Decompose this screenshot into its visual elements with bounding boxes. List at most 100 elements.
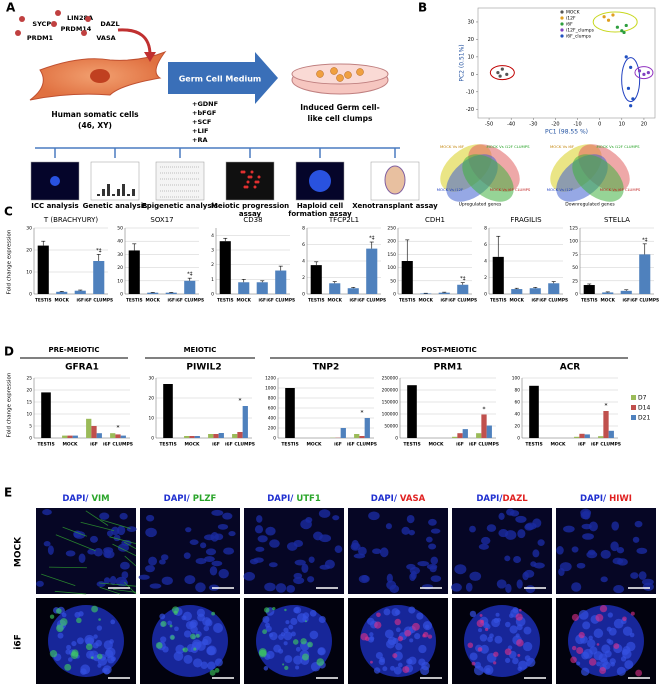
nucleus bbox=[428, 543, 437, 550]
bar bbox=[189, 436, 195, 438]
nucleus bbox=[611, 521, 620, 531]
marker-signal bbox=[170, 635, 175, 640]
nucleus bbox=[148, 556, 158, 566]
pca-point bbox=[498, 74, 502, 78]
bar bbox=[213, 434, 219, 438]
y-tick-label: 4 bbox=[484, 259, 487, 265]
medium-arrow bbox=[168, 52, 278, 104]
nucleus bbox=[301, 563, 309, 574]
nucleus bbox=[634, 520, 643, 528]
venn-set bbox=[462, 154, 514, 202]
nucleus bbox=[361, 575, 369, 582]
marker-signal bbox=[588, 658, 597, 666]
legend-label: i12F bbox=[566, 16, 576, 22]
mini-bar bbox=[127, 194, 130, 196]
bar bbox=[420, 293, 432, 294]
marker-signal bbox=[479, 613, 483, 617]
nucleus bbox=[576, 661, 581, 666]
nucleus bbox=[576, 562, 586, 569]
y-tick-label: 5 bbox=[29, 424, 32, 430]
significance: *‡ bbox=[642, 237, 648, 243]
nucleus bbox=[409, 638, 414, 643]
nucleus bbox=[269, 631, 278, 641]
nucleus bbox=[117, 525, 126, 536]
pca-point bbox=[620, 29, 624, 33]
bar bbox=[165, 292, 177, 294]
nucleus bbox=[286, 584, 296, 593]
legend-swatch bbox=[631, 415, 636, 420]
x-tick-label: i6F CLUMPS bbox=[591, 442, 621, 448]
y-tick-label: 0 bbox=[29, 436, 32, 442]
x-tick-label: i6F CLUMPS bbox=[539, 298, 568, 304]
micrograph bbox=[140, 598, 240, 684]
nucleus bbox=[418, 644, 427, 654]
venn-label: MOCK Vs i12F CLUMPS bbox=[596, 144, 640, 149]
venn-label: MOCK Vs i6F bbox=[550, 144, 574, 149]
stain-dapi: DAPI/ bbox=[164, 494, 191, 504]
y-tick-label: 2 bbox=[302, 275, 305, 281]
micrograph bbox=[243, 508, 344, 594]
y-tick-label: 8 bbox=[484, 226, 487, 232]
stain-marker: VIM bbox=[88, 494, 109, 504]
significance: * bbox=[483, 406, 486, 413]
legend-swatch bbox=[560, 16, 564, 20]
gene-label: DAZL bbox=[100, 20, 119, 28]
venn-label: MOCK Vs i6F CLUMPS bbox=[600, 187, 641, 192]
venn-label: MOCK Vs i6F CLUMPS bbox=[490, 187, 531, 192]
nucleus bbox=[254, 525, 264, 534]
x-tick-label: TESTIS bbox=[308, 298, 325, 304]
bar bbox=[74, 290, 86, 294]
nucleus bbox=[167, 620, 173, 626]
nucleus bbox=[76, 637, 84, 645]
y-tick-label: 125 bbox=[569, 226, 578, 232]
nucleus bbox=[262, 616, 270, 624]
nucleus bbox=[393, 666, 402, 675]
marker-signal bbox=[59, 618, 68, 626]
y-tick-label: 3 bbox=[211, 248, 214, 254]
nucleus bbox=[285, 620, 290, 625]
gene-label: SYCP3 bbox=[32, 20, 55, 28]
gene-label: LIN28A bbox=[67, 14, 93, 22]
nucleus bbox=[67, 657, 73, 662]
nucleus bbox=[189, 539, 199, 545]
x-tick-label: -30 bbox=[529, 122, 537, 128]
marker-signal bbox=[493, 651, 499, 657]
bar bbox=[457, 284, 469, 294]
stain-label: DAPI/ VASA bbox=[371, 494, 426, 504]
nucleus bbox=[319, 534, 332, 543]
nucleus bbox=[418, 658, 426, 666]
nucleus bbox=[373, 667, 381, 674]
significance: *‡ bbox=[460, 276, 466, 282]
bar bbox=[486, 425, 492, 438]
x-tick-label: i6F bbox=[212, 442, 220, 448]
nucleus bbox=[294, 559, 306, 566]
marker-signal bbox=[402, 666, 410, 674]
nucleus bbox=[73, 530, 82, 538]
x-tick-label: i6F CLUMPS bbox=[225, 442, 255, 448]
significance: *‡ bbox=[96, 248, 102, 254]
marker-signal bbox=[171, 606, 180, 614]
assay-image bbox=[90, 161, 140, 201]
nucleus bbox=[616, 666, 626, 676]
nucleus bbox=[582, 510, 591, 520]
marker-signal bbox=[578, 631, 585, 639]
bar bbox=[620, 290, 632, 294]
nucleus bbox=[222, 512, 233, 520]
bar bbox=[583, 285, 595, 294]
nucleus bbox=[324, 559, 335, 569]
nucleus bbox=[369, 632, 374, 637]
chromosome bbox=[257, 175, 261, 179]
marker-signal bbox=[599, 604, 608, 613]
chromosome bbox=[250, 170, 254, 174]
x-tick-label: i6F CLUMPS bbox=[469, 442, 499, 448]
nucleus bbox=[480, 644, 489, 654]
legend-label: i6F_clumps bbox=[566, 34, 592, 40]
bar bbox=[208, 434, 214, 438]
nucleus bbox=[537, 539, 545, 547]
nucleus bbox=[559, 562, 572, 572]
nucleus bbox=[358, 546, 367, 556]
bar bbox=[310, 265, 322, 294]
chart-title: TNP2 bbox=[313, 363, 340, 373]
marker-signal bbox=[376, 612, 381, 618]
nucleus bbox=[74, 611, 81, 618]
